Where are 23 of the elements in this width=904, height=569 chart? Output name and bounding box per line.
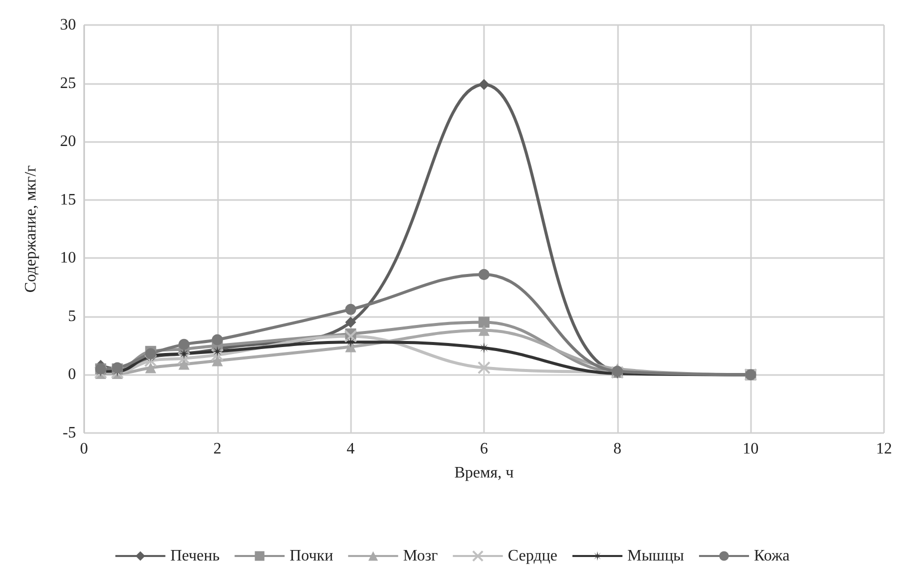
x-tick-label: 2 [213,440,222,458]
x-tick-label: 6 [480,440,488,458]
x-tick-label: 4 [346,440,355,458]
x-tick-label: 8 [613,440,622,458]
y-tick-label: 10 [60,250,76,267]
legend-label: Мозг [403,548,438,564]
legend-label: Сердце [508,548,558,564]
y-axis-title: Содержание, мкг/г [22,164,40,293]
y-tick-label: -5 [62,424,76,442]
y-tick-label: 25 [60,74,76,92]
x-tick-label: 10 [742,440,759,458]
y-tick-label: 30 [60,16,76,34]
legend-label: Почки [290,548,334,564]
y-tick-label: 0 [68,366,76,384]
y-tick-label: 15 [60,191,76,208]
y-tick-label: 5 [68,308,76,325]
legend-label: Печень [170,548,220,564]
x-axis-title: Время, ч [454,464,514,482]
legend-label: Кожа [754,548,790,564]
y-tick-label: 20 [60,133,76,150]
legend-label: Мышцы [627,548,684,564]
x-tick-label: 12 [876,440,892,458]
x-tick-label: 0 [80,440,88,458]
